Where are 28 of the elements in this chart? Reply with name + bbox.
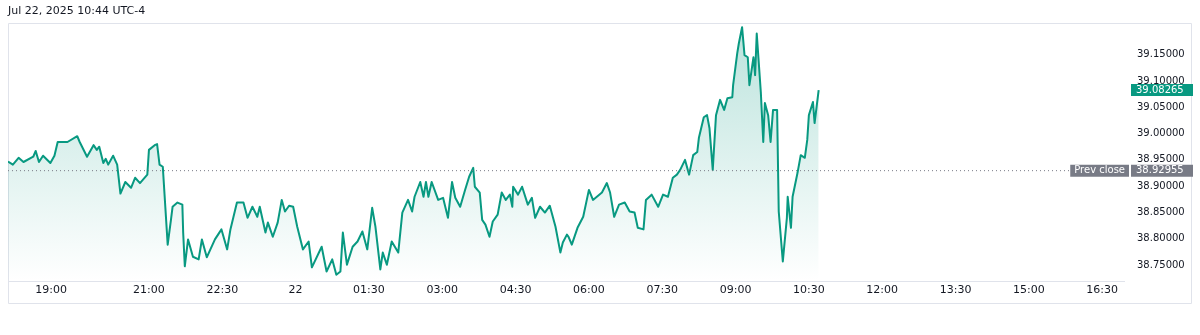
x-tick-label: 22 bbox=[288, 283, 303, 297]
x-tick-label: 03:00 bbox=[426, 283, 459, 297]
x-tick-label: 13:30 bbox=[939, 283, 972, 297]
y-tick-label: 38.85000 bbox=[1137, 206, 1185, 218]
x-tick-label: 01:30 bbox=[353, 283, 385, 297]
y-tick-label: 38.90000 bbox=[1137, 179, 1185, 191]
y-tick-label: 39.15000 bbox=[1137, 48, 1185, 60]
x-tick-label: 04:30 bbox=[499, 283, 532, 297]
y-tick-label: 38.75000 bbox=[1137, 258, 1185, 270]
y-tick-label: 39.10000 bbox=[1137, 74, 1185, 86]
x-tick-label: 16:30 bbox=[1086, 283, 1119, 297]
x-tick-label: 10:30 bbox=[793, 283, 825, 297]
y-tick-label: 38.80000 bbox=[1137, 232, 1185, 244]
x-tick-label: 07:30 bbox=[646, 283, 679, 297]
x-tick-label: 22:30 bbox=[206, 283, 239, 297]
x-tick-label: 12:00 bbox=[866, 283, 899, 297]
y-tick-label: 39.00000 bbox=[1137, 127, 1185, 139]
x-tick-label: 09:00 bbox=[719, 283, 752, 297]
x-tick-label: 06:00 bbox=[573, 283, 605, 297]
y-tick-label: 38.95000 bbox=[1137, 153, 1185, 165]
x-tick-label: 19:00 bbox=[35, 283, 68, 297]
y-tick-label: 39.05000 bbox=[1137, 100, 1185, 112]
ref-line-label: Prev close bbox=[1074, 164, 1126, 176]
text: 39.08265 bbox=[1136, 83, 1184, 95]
x-tick-label: 15:00 bbox=[1013, 283, 1045, 297]
text: Jul 22, 2025 10:44 UTC-4 bbox=[7, 3, 146, 17]
text: 38.92955 bbox=[1136, 164, 1184, 176]
x-tick-label: 21:00 bbox=[133, 283, 165, 297]
